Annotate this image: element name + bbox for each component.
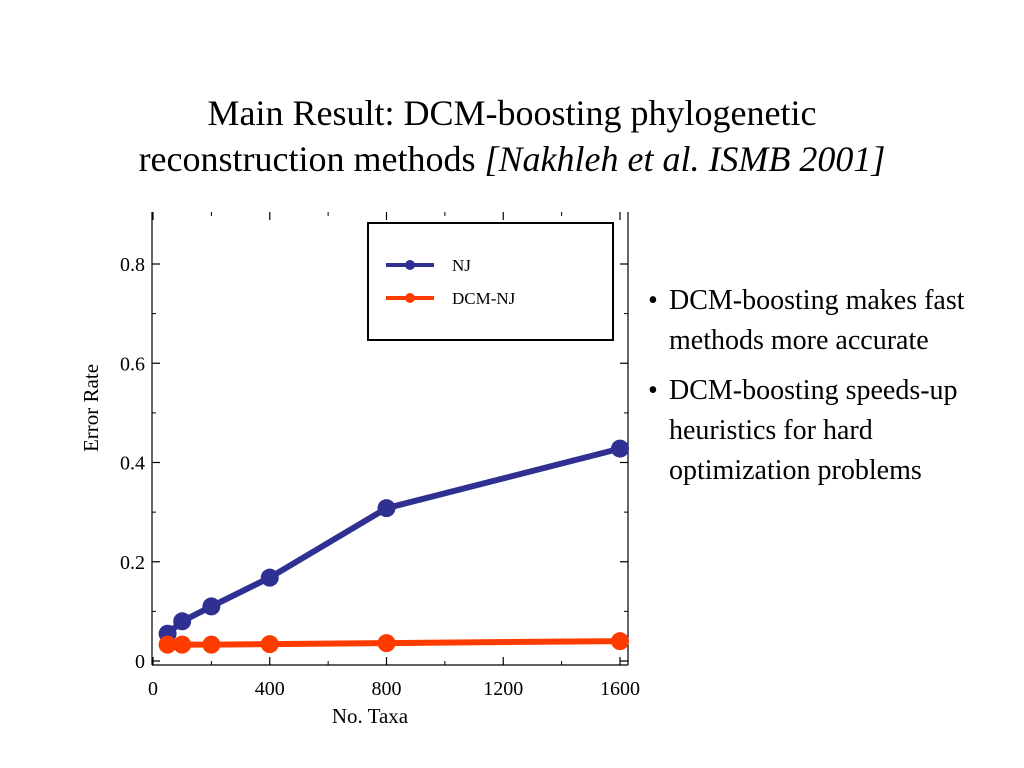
bullet-list: DCM-boosting makes fast methods more acc… (648, 281, 1008, 501)
legend: NJ DCM-NJ (367, 222, 614, 341)
x-tick-label: 400 (255, 678, 285, 700)
x-tick-label: 800 (372, 678, 402, 700)
x-tick-label: 1600 (600, 678, 640, 700)
x-tick-label: 0 (148, 678, 158, 700)
legend-box (367, 222, 614, 341)
title-line-2: reconstruction methods [Nakhleh et al. I… (0, 136, 1024, 182)
x-tick-label: 1200 (483, 678, 523, 700)
series-line-nj (164, 445, 623, 637)
data-point-nj (260, 568, 279, 587)
data-point-dcm-nj (260, 635, 279, 654)
y-minor-ticks (152, 313, 628, 612)
y-axis-label: Error Rate (79, 364, 103, 452)
data-point-nj (611, 439, 629, 458)
x-axis-label: No. Taxa (332, 704, 409, 728)
data-point-nj (173, 612, 192, 631)
y-tick-label: 0.2 (120, 552, 145, 574)
bullet-item: DCM-boosting makes fast methods more acc… (648, 281, 1008, 361)
data-point-nj (377, 499, 396, 518)
x-ticks: 0 400 800 1200 1600 (148, 212, 640, 700)
x-minor-ticks (210, 212, 563, 665)
y-tick-label: 0.8 (120, 254, 145, 276)
legend-label-dcm-nj: DCM-NJ (452, 289, 516, 308)
legend-marker-dcm-nj (405, 293, 415, 303)
legend-label-nj: NJ (452, 256, 471, 275)
plot-frame (151, 212, 629, 666)
data-point-dcm-nj (158, 635, 177, 654)
legend-marker-nj (405, 260, 415, 270)
y-ticks: 0 0.2 0.4 0.6 0.8 (120, 254, 628, 673)
title-line-2-text: reconstruction methods (138, 139, 476, 179)
series-layer (158, 439, 629, 654)
y-tick-label: 0.4 (120, 453, 145, 475)
slide-title: Main Result: DCM-boosting phylogenetic r… (0, 90, 1024, 182)
bullet-item: DCM-boosting speeds-up heuristics for ha… (648, 371, 1008, 491)
data-point-dcm-nj (202, 635, 221, 654)
data-point-dcm-nj (377, 634, 396, 653)
title-line-1: Main Result: DCM-boosting phylogenetic (207, 93, 817, 133)
data-point-dcm-nj (173, 635, 192, 654)
y-tick-label: 0.6 (120, 353, 145, 375)
y-tick-label: 0 (135, 651, 145, 673)
data-point-nj (202, 597, 221, 616)
data-point-dcm-nj (611, 632, 629, 651)
citation: [Nakhleh et al. ISMB 2001] (484, 139, 886, 179)
